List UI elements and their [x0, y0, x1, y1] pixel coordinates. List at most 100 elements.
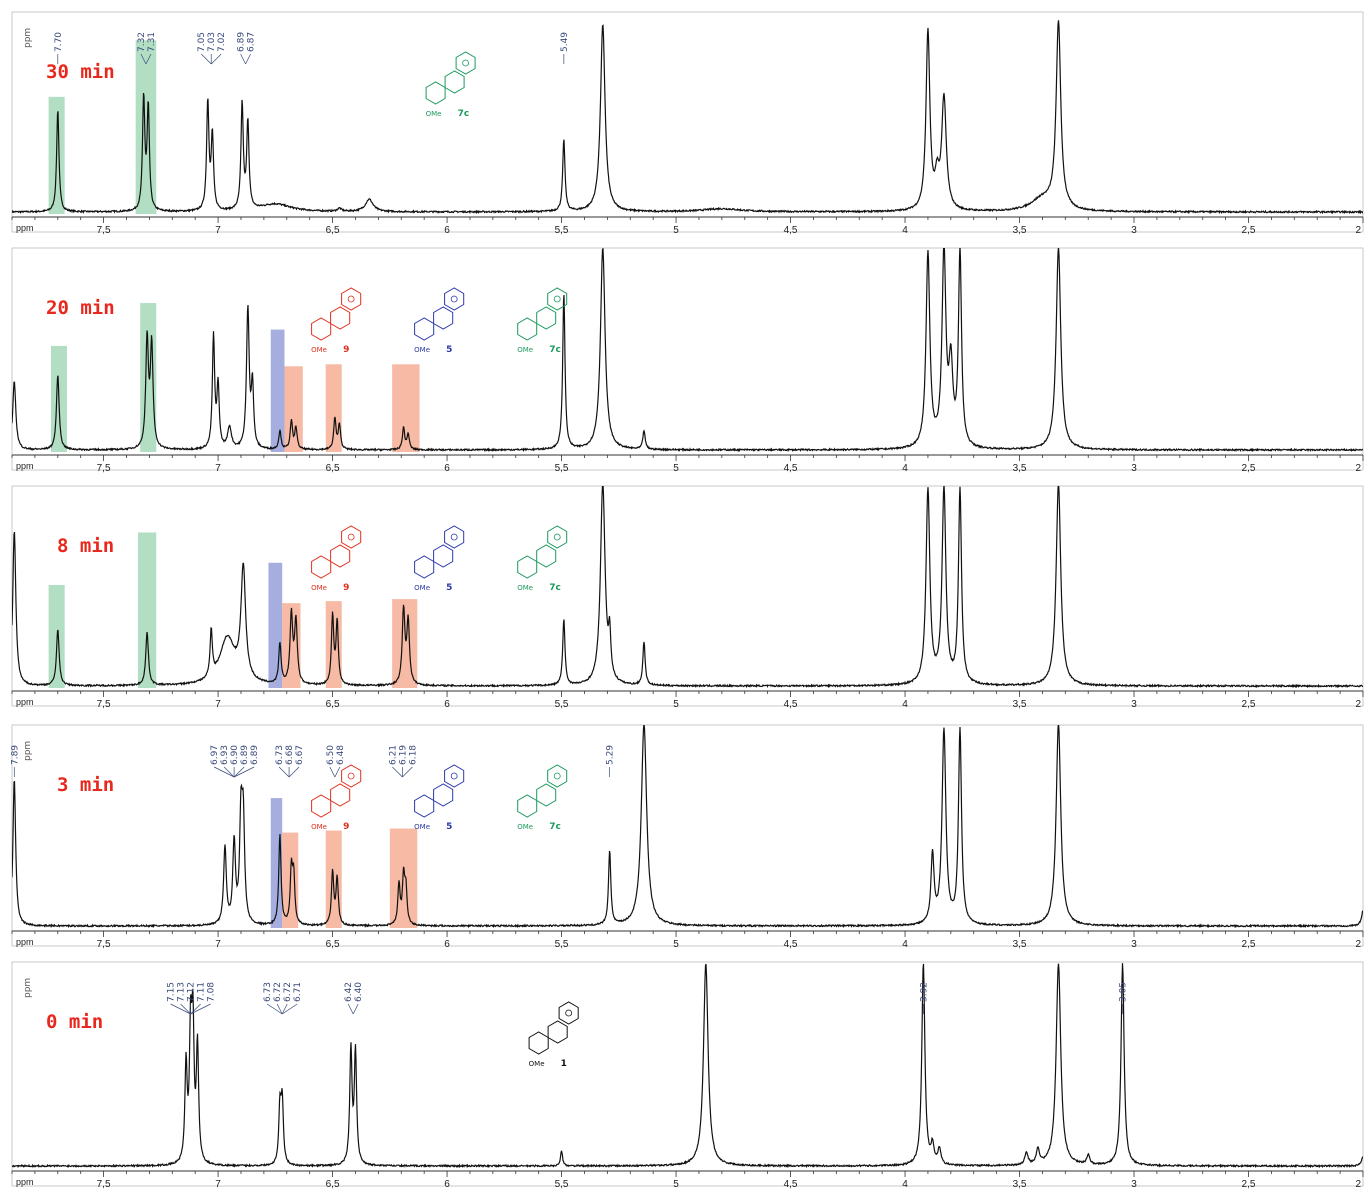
molecule-structure: OMe 1	[528, 1001, 579, 1069]
panel-frame	[11, 11, 1364, 233]
x-tick-label: 3	[1131, 939, 1137, 950]
x-tick-label: 3	[1131, 699, 1137, 710]
peak-label-connector	[392, 766, 403, 778]
peak-label: 6.68	[285, 745, 295, 765]
peak-label-connector	[180, 1003, 191, 1015]
ring-atom	[450, 533, 458, 541]
panel-time-label: 8 min	[57, 535, 114, 557]
panel-frame	[11, 724, 1364, 947]
ring-atom	[553, 772, 561, 780]
ppm-prefix: ppm	[23, 28, 33, 48]
ring	[547, 287, 568, 311]
molecule-structure: OMe 7c	[517, 764, 568, 832]
compound-label: 5	[446, 345, 452, 355]
ring	[311, 317, 332, 341]
x-tick-label: 7	[215, 699, 221, 710]
ring	[433, 544, 454, 568]
peak-label-connector	[223, 766, 235, 778]
ring	[414, 555, 435, 579]
ring	[330, 306, 351, 330]
highlight-region	[135, 40, 157, 214]
x-tick-label: 5	[673, 463, 679, 474]
x-tick-label: 6,5	[326, 1179, 340, 1190]
highlight-region	[284, 366, 303, 452]
peak-label-connector	[276, 1003, 283, 1015]
x-tick-label: 6	[444, 699, 450, 710]
ring	[536, 783, 557, 807]
spectrum-trace	[12, 20, 1363, 215]
highlight-region	[270, 798, 283, 928]
ome-label: OMe	[311, 346, 327, 354]
peak-label: 6.67	[295, 745, 305, 765]
x-tick-label: 3,5	[1013, 939, 1027, 950]
ome-label: OMe	[426, 110, 442, 118]
peak-label: 6.40	[354, 982, 364, 1002]
panel-frame	[11, 961, 1364, 1187]
ome-label: OMe	[311, 823, 327, 831]
ring-atom	[347, 533, 355, 541]
compound-label: 9	[343, 822, 349, 832]
peak-label: 7.08	[207, 982, 217, 1002]
ring	[547, 525, 568, 549]
highlight-region	[282, 603, 301, 688]
x-tick-label: 4	[902, 463, 908, 474]
x-axis-label: ppm	[16, 697, 34, 707]
x-tick-label: 7,5	[97, 939, 111, 950]
x-tick-label: 4,5	[784, 1179, 798, 1190]
x-tick-label: 5	[673, 1179, 679, 1190]
x-tick-label: 5,5	[555, 1179, 569, 1190]
spectrum-panel: 7,5 7 6,5 6 5,5 5 4,5 4 3,5 3 2,5 2 ppm 30 min ppm 7.70…	[11, 11, 1364, 236]
peak-label: 6.89	[240, 745, 250, 765]
peak-label: 7.31	[147, 32, 157, 52]
compound-label: 7c	[549, 345, 561, 355]
ring	[433, 306, 454, 330]
ring	[311, 794, 332, 818]
ome-label: OMe	[529, 1060, 545, 1068]
ring	[444, 70, 465, 94]
molecule-structure: OMe 7c	[425, 51, 476, 119]
compound-label: 5	[446, 583, 452, 593]
compound-label: 7c	[549, 822, 561, 832]
panel-time-label: 20 min	[46, 297, 115, 319]
peak-label-connector	[281, 1003, 288, 1015]
ring	[517, 794, 538, 818]
x-tick-label: 5,5	[555, 225, 569, 236]
compound-label: 1	[561, 1059, 567, 1069]
x-tick-label: 7	[215, 939, 221, 950]
x-axis-label: ppm	[16, 1177, 34, 1187]
x-tick-label: 4	[902, 225, 908, 236]
ring	[330, 544, 351, 568]
peak-label: 7.02	[217, 32, 227, 52]
peak-label-connector	[190, 1003, 211, 1015]
x-tick-label: 7,5	[97, 1179, 111, 1190]
peak-label: 6.93	[220, 745, 230, 765]
peak-label-connector	[334, 766, 341, 778]
peak-label: 6.90	[230, 745, 240, 765]
ring	[341, 525, 362, 549]
highlight-region	[389, 828, 418, 928]
x-tick-label: 6,5	[326, 225, 340, 236]
x-axis-label: ppm	[16, 461, 34, 471]
peak-label-connector	[140, 53, 147, 65]
x-tick-label: 2,5	[1242, 463, 1256, 474]
x-tick-label: 3,5	[1013, 225, 1027, 236]
ring-atom	[347, 295, 355, 303]
highlight-region	[137, 532, 157, 688]
x-tick-label: 5	[673, 699, 679, 710]
x-tick-label: 7	[215, 225, 221, 236]
peak-label: 7.15	[167, 982, 177, 1002]
molecule-structure: OMe 5	[414, 287, 465, 355]
ring	[444, 525, 465, 549]
peak-label: 6.21	[388, 745, 398, 765]
peak-label-connector	[240, 53, 246, 65]
x-tick-label: 2,5	[1242, 939, 1256, 950]
peak-label: 6.87	[247, 32, 257, 52]
peak-label: 3.05	[1119, 982, 1129, 1002]
x-tick-label: 4	[902, 939, 908, 950]
ring-atom	[462, 59, 470, 67]
spectrum-trace	[12, 248, 1363, 453]
peak-label-connector	[245, 53, 251, 65]
x-tick-label: 7	[215, 1179, 221, 1190]
